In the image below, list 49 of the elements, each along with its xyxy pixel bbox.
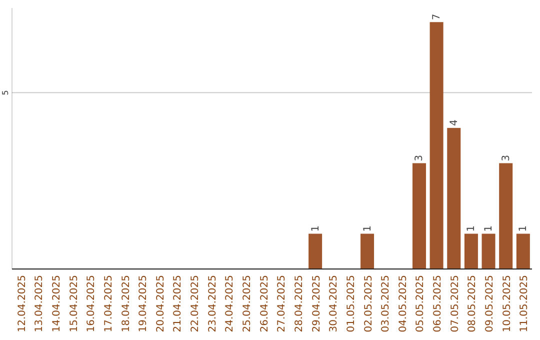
x-tick-label: 30.04.2025 — [328, 275, 340, 332]
data-label: 7 — [432, 14, 443, 20]
data-label: 1 — [518, 225, 530, 232]
bar — [499, 163, 513, 269]
data-label: 1 — [362, 225, 374, 232]
x-tick-label: 24.04.2025 — [224, 275, 236, 332]
data-label: 1 — [484, 225, 495, 232]
x-tick-label: 06.05.2025 — [432, 275, 444, 332]
x-tick-label: 28.04.2025 — [294, 275, 305, 332]
x-tick-label: 12.04.2025 — [16, 275, 28, 332]
bar — [482, 234, 496, 269]
x-tick-label: 17.04.2025 — [103, 275, 114, 332]
data-label: 4 — [448, 120, 460, 126]
bar — [360, 234, 374, 269]
x-tick-label: 23.04.2025 — [207, 275, 218, 332]
x-tick-label: 08.05.2025 — [467, 275, 478, 332]
x-tick-label: 19.04.2025 — [138, 275, 150, 332]
x-tick-label: 11.05.2025 — [519, 275, 530, 332]
bar — [412, 163, 426, 269]
x-tick-label: 27.04.2025 — [276, 275, 288, 332]
x-tick-label: 20.04.2025 — [155, 275, 166, 332]
bar — [430, 22, 444, 269]
bar — [516, 234, 530, 269]
x-tick-label: 09.05.2025 — [484, 275, 496, 332]
bar — [308, 234, 322, 269]
x-tick-label: 10.05.2025 — [502, 275, 513, 332]
bar — [447, 128, 461, 269]
x-tick-label: 29.04.2025 — [311, 275, 322, 332]
x-tick-label: 22.04.2025 — [190, 275, 202, 332]
x-tick-label: 07.05.2025 — [450, 275, 461, 332]
x-tick-label: 25.04.2025 — [242, 275, 254, 332]
x-tick-label: 13.04.2025 — [34, 275, 46, 332]
x-tick-label: 03.05.2025 — [380, 275, 392, 332]
bar — [464, 234, 478, 269]
y-tick-label: 5 — [1, 90, 10, 96]
x-tick-label: 26.04.2025 — [259, 275, 270, 332]
data-label: 3 — [414, 154, 426, 162]
x-tick-label: 02.05.2025 — [363, 275, 374, 332]
data-label: 1 — [310, 225, 322, 232]
x-tick-label: 04.05.2025 — [398, 275, 409, 332]
x-tick-label: 21.04.2025 — [172, 275, 184, 332]
x-tick-label: 01.05.2025 — [346, 275, 357, 332]
data-label: 3 — [500, 154, 512, 162]
data-label: 1 — [466, 225, 478, 232]
x-tick-label: 05.05.2025 — [415, 275, 426, 332]
x-tick-label: 16.04.2025 — [86, 275, 98, 332]
x-tick-label: 14.04.2025 — [51, 275, 62, 332]
x-tick-label: 15.04.2025 — [68, 275, 80, 332]
x-tick-label: 18.04.2025 — [120, 275, 132, 332]
